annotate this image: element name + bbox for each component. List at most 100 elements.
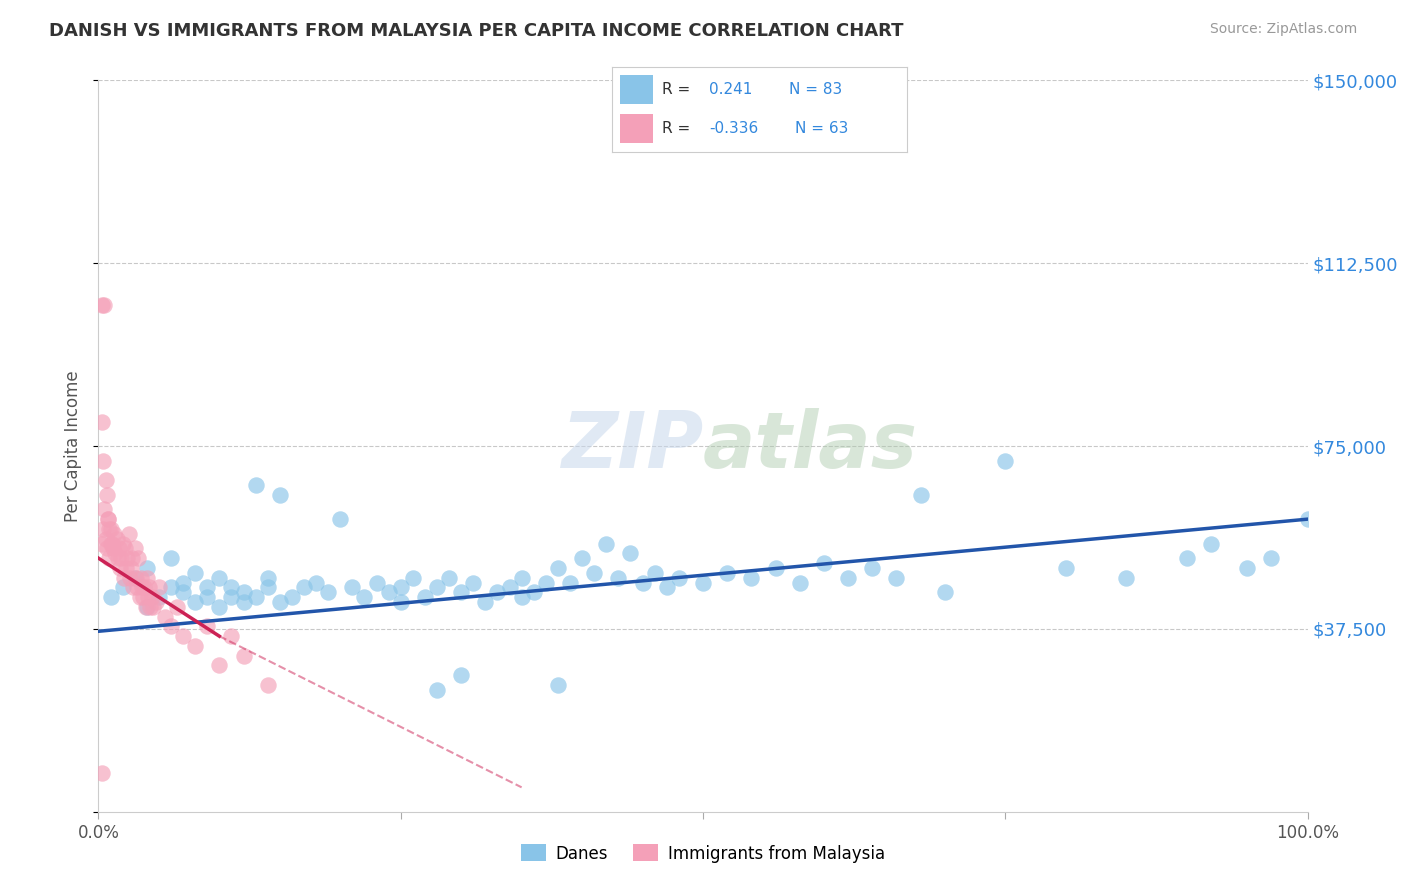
Point <box>1296 512 1319 526</box>
Point <box>172 585 194 599</box>
Point <box>104 546 127 560</box>
Text: 0.241: 0.241 <box>709 82 752 97</box>
Point <box>91 765 114 780</box>
Point <box>716 566 738 580</box>
Point <box>232 648 254 663</box>
Point <box>124 571 146 585</box>
Point <box>232 585 254 599</box>
Point <box>463 575 485 590</box>
Point <box>813 556 835 570</box>
Point <box>135 599 157 614</box>
Point <box>139 599 162 614</box>
Point <box>860 561 883 575</box>
Point <box>166 599 188 614</box>
Point <box>127 581 149 595</box>
Point <box>172 629 194 643</box>
Point <box>100 536 122 550</box>
Point <box>837 571 859 585</box>
Point <box>93 502 115 516</box>
Point <box>1199 536 1222 550</box>
Point <box>377 585 399 599</box>
Point <box>107 551 129 566</box>
Point <box>145 595 167 609</box>
Point <box>619 546 641 560</box>
Text: DANISH VS IMMIGRANTS FROM MALAYSIA PER CAPITA INCOME CORRELATION CHART: DANISH VS IMMIGRANTS FROM MALAYSIA PER C… <box>49 22 904 40</box>
Point <box>172 575 194 590</box>
Point <box>256 678 278 692</box>
Point <box>125 571 148 585</box>
Point <box>523 585 546 599</box>
Point <box>1175 551 1198 566</box>
Point <box>486 585 509 599</box>
Point <box>111 536 134 550</box>
Point <box>127 551 149 566</box>
Point <box>148 590 170 604</box>
Point <box>389 581 412 595</box>
Point <box>195 619 218 633</box>
Point <box>269 595 291 609</box>
Point <box>498 581 520 595</box>
Point <box>655 581 678 595</box>
Point <box>342 581 364 595</box>
Point <box>547 561 569 575</box>
Point <box>135 561 157 575</box>
Point <box>245 590 267 604</box>
Point <box>583 566 606 580</box>
Point <box>221 581 243 595</box>
Point <box>138 581 160 595</box>
Point <box>208 599 231 614</box>
Point <box>91 297 114 311</box>
Point <box>160 551 183 566</box>
Point <box>534 575 557 590</box>
Point <box>108 541 131 556</box>
Point <box>98 551 121 566</box>
Point <box>141 590 163 604</box>
Point <box>114 541 136 556</box>
Point <box>437 571 460 585</box>
Point <box>402 571 425 585</box>
Point <box>108 561 131 575</box>
Point <box>132 590 155 604</box>
Point <box>136 590 159 604</box>
Point <box>292 581 315 595</box>
Text: R =: R = <box>662 82 690 97</box>
Point <box>129 571 152 585</box>
Point <box>94 473 117 487</box>
Text: N = 63: N = 63 <box>794 121 848 136</box>
Point <box>112 571 135 585</box>
Point <box>93 297 115 311</box>
Point <box>195 590 218 604</box>
Bar <box>620 114 652 143</box>
Point <box>886 571 908 585</box>
Text: Source: ZipAtlas.com: Source: ZipAtlas.com <box>1209 22 1357 37</box>
Y-axis label: Per Capita Income: Per Capita Income <box>65 370 83 522</box>
Point <box>474 595 496 609</box>
Point <box>184 639 207 653</box>
Point <box>110 551 132 566</box>
Point <box>256 571 278 585</box>
Point <box>221 629 243 643</box>
Point <box>148 581 170 595</box>
Point <box>100 536 122 550</box>
Point <box>607 571 630 585</box>
Point <box>100 522 122 536</box>
Point <box>316 585 339 599</box>
Point <box>426 682 449 697</box>
Point <box>100 590 122 604</box>
Point <box>1115 571 1137 585</box>
Point <box>1236 561 1258 575</box>
Point <box>558 575 581 590</box>
Point <box>413 590 436 604</box>
Point <box>740 571 762 585</box>
Point <box>184 595 207 609</box>
Point <box>122 581 145 595</box>
Point <box>510 571 533 585</box>
Point <box>994 453 1017 467</box>
Point <box>269 488 291 502</box>
Point <box>1260 551 1282 566</box>
Point <box>91 415 114 429</box>
Point <box>131 581 153 595</box>
Point <box>96 541 118 556</box>
Text: N = 83: N = 83 <box>789 82 842 97</box>
Point <box>94 532 117 546</box>
